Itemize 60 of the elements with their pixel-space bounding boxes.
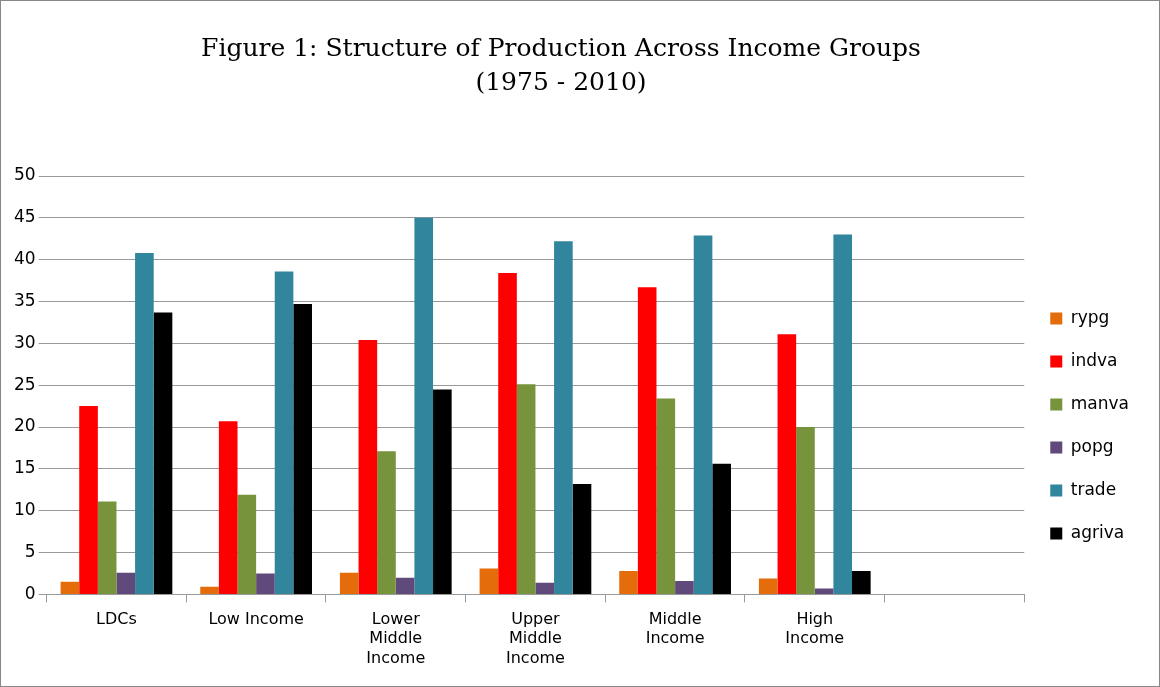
legend-label: trade — [1070, 478, 1117, 499]
x-tick-label: Lower Middle Income — [366, 609, 426, 667]
x-tick-label: Middle Income — [645, 609, 705, 648]
x-tick-label: High Income — [785, 609, 845, 648]
legend-label: manva — [1070, 392, 1129, 413]
bar — [498, 273, 517, 594]
bar — [256, 573, 275, 594]
bar — [218, 421, 238, 594]
x-tick-label: LDCs — [96, 609, 137, 629]
bar — [814, 588, 834, 594]
bar — [358, 340, 378, 594]
bar — [200, 586, 219, 594]
bar — [554, 241, 573, 594]
x-tick-label: Upper Middle Income — [506, 609, 565, 667]
bar — [237, 494, 257, 594]
bar — [153, 312, 173, 594]
bar — [637, 287, 657, 594]
bar — [758, 578, 778, 594]
bar — [852, 570, 871, 594]
y-tick-label: 40 — [13, 248, 36, 269]
bar — [79, 406, 98, 594]
y-tick-label: 0 — [24, 582, 36, 603]
bar — [675, 581, 694, 594]
x-tick-label: Low Income — [208, 609, 304, 629]
bar — [395, 577, 415, 594]
bar — [274, 271, 294, 594]
y-tick-label: 5 — [24, 540, 36, 561]
y-tick-label: 25 — [13, 373, 36, 394]
legend-label: rypg — [1070, 306, 1110, 327]
y-tick-label: 30 — [13, 331, 36, 352]
bar — [516, 384, 536, 594]
y-tick-label: 20 — [13, 415, 36, 436]
bar — [796, 427, 815, 594]
y-tick-label: 10 — [13, 499, 36, 520]
y-tick-label: 15 — [13, 457, 36, 478]
y-tick-label: 50 — [13, 164, 36, 185]
bar — [656, 398, 676, 594]
legend-label: agriva — [1070, 521, 1125, 542]
bar — [60, 581, 80, 594]
bar — [833, 234, 853, 594]
bar — [339, 572, 359, 594]
bar — [712, 463, 731, 594]
bar — [116, 572, 136, 594]
bar — [414, 217, 434, 594]
bar — [777, 334, 797, 594]
chart-title: Figure 1: Structure of Production Across Income Groups (1975 - 2010) — [200, 32, 922, 98]
bar — [293, 304, 312, 594]
bar — [433, 389, 452, 594]
bar — [572, 483, 592, 594]
bar — [135, 252, 154, 594]
legend-label: indva — [1070, 349, 1118, 370]
bar — [377, 451, 396, 594]
y-tick-label: 45 — [13, 206, 36, 227]
bar — [619, 570, 638, 594]
bar — [693, 235, 713, 594]
legend-label: popg — [1070, 435, 1114, 456]
y-tick-label: 35 — [13, 289, 36, 310]
bar — [479, 568, 499, 594]
bar — [97, 501, 117, 594]
bar — [535, 582, 555, 594]
